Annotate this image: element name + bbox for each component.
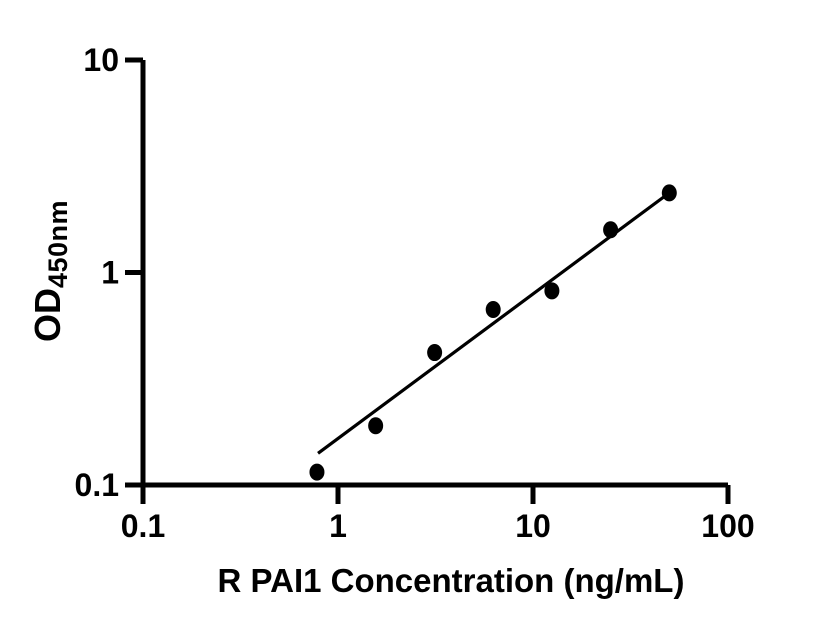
x-tick-label: 1 (329, 508, 347, 544)
axis-spines-and-ticks (125, 57, 731, 504)
data-point (485, 300, 501, 318)
x-tick-label: 100 (701, 508, 754, 544)
x-tick-label: 0.1 (121, 508, 165, 544)
data-point (544, 282, 560, 300)
y-axis-title-sub: 450nm (43, 199, 73, 289)
data-point (309, 463, 325, 481)
x-axis-title: R PAI1 Concentration (ng/mL) (217, 562, 685, 599)
tick-label-layer: 0.1 1 10 0.1 1 10 100 (75, 42, 755, 544)
data-point (368, 417, 384, 435)
x-tick-label: 10 (515, 508, 551, 544)
y-tick-label: 10 (83, 42, 119, 78)
y-axis-title-main: OD (27, 288, 68, 343)
y-tick-label: 0.1 (75, 467, 119, 503)
y-axis-title: OD450nm (25, 111, 73, 431)
data-point (427, 344, 443, 362)
axes-layer (125, 57, 731, 504)
data-point (603, 221, 619, 239)
y-tick-label: 1 (101, 255, 119, 291)
series-layer (309, 184, 677, 481)
data-point (661, 184, 677, 202)
